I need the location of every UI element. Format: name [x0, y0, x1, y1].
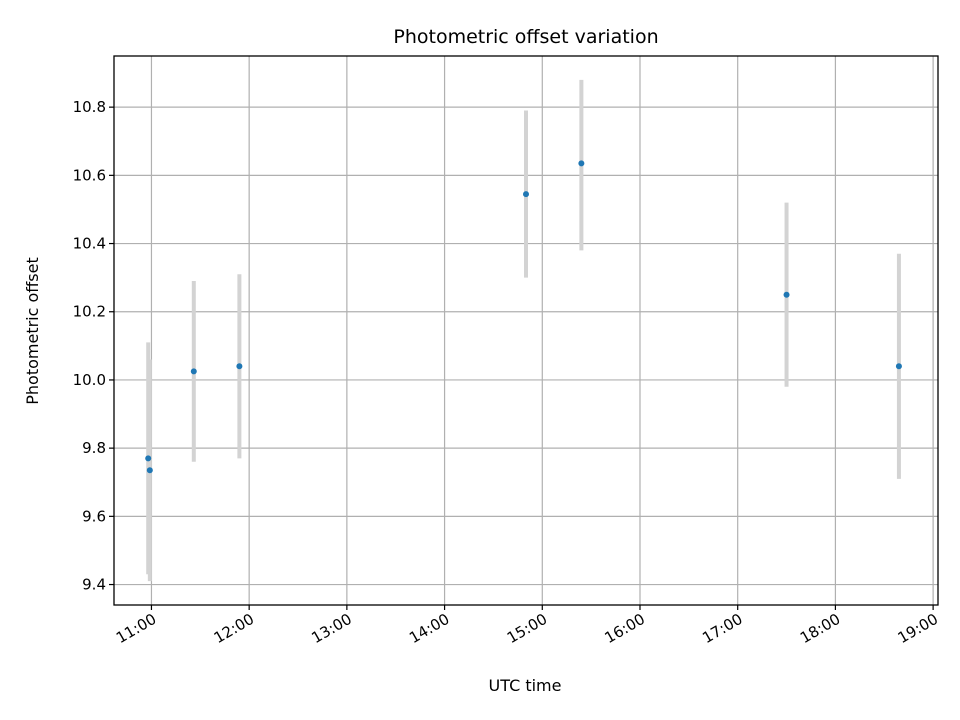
data-point [783, 291, 790, 298]
x-axis-label: UTC time [489, 676, 562, 695]
data-points [145, 160, 902, 474]
data-point [145, 455, 152, 462]
y-tick-label: 10.4 [73, 235, 106, 253]
y-tick-label: 9.4 [82, 576, 106, 594]
y-tick-label: 10.0 [73, 371, 106, 389]
data-point [895, 363, 902, 370]
y-tick-label: 10.6 [73, 166, 106, 184]
y-tick-label: 10.8 [73, 98, 106, 116]
data-point [146, 467, 153, 474]
y-tick-label: 9.8 [82, 439, 106, 457]
y-axis: 9.4 9.6 9.8 10.0 10.2 10.4 10.6 10.8 [73, 98, 114, 594]
data-point [236, 363, 243, 370]
y-tick-label: 9.6 [82, 507, 106, 525]
grid [114, 56, 938, 605]
data-point [523, 191, 529, 198]
data-point [578, 160, 585, 167]
chart-title: Photometric offset variation [393, 26, 658, 48]
y-tick-label: 10.2 [73, 303, 106, 321]
plot-frame [113, 55, 939, 606]
data-point [190, 368, 197, 375]
y-axis-label: Photometric offset [23, 257, 42, 405]
